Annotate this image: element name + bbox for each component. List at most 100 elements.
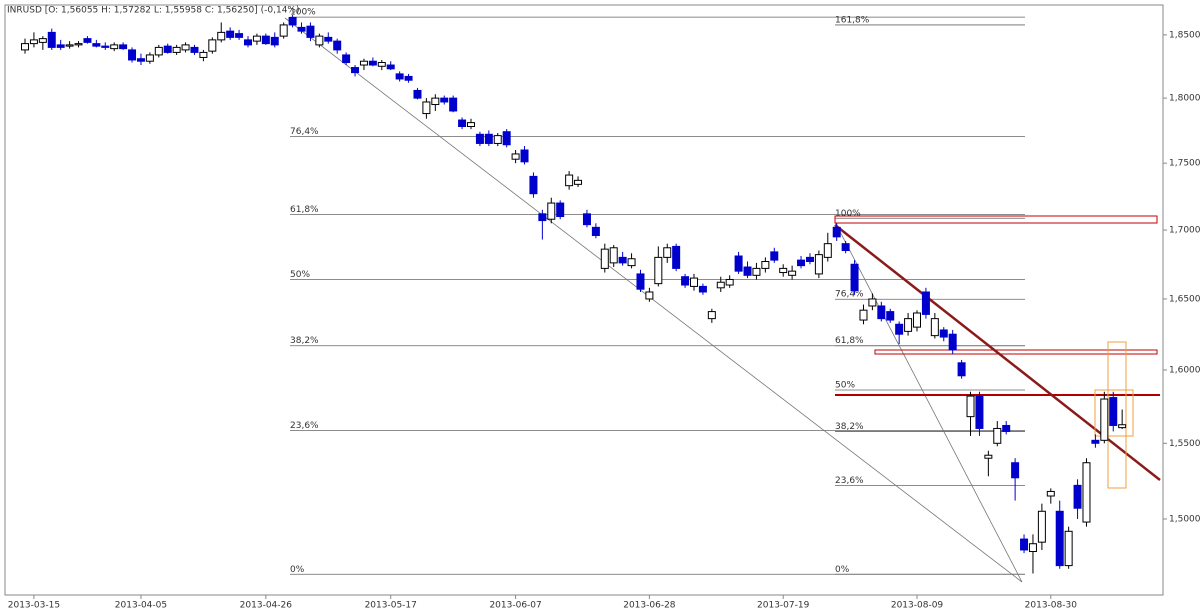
candle-body bbox=[261, 35, 270, 45]
candle-body bbox=[529, 175, 538, 195]
fib-label: 161,8% bbox=[835, 15, 870, 25]
y-tick-label: 1,55000 bbox=[1169, 439, 1200, 449]
candle-body bbox=[725, 278, 734, 286]
candle-body bbox=[975, 395, 984, 429]
candle-body bbox=[333, 40, 342, 51]
fib-label: 0% bbox=[835, 565, 850, 575]
candle-body bbox=[877, 305, 886, 320]
y-tick-label: 1,70000 bbox=[1169, 226, 1200, 236]
candle-body bbox=[582, 213, 591, 226]
candle-body bbox=[921, 291, 930, 315]
fib-label: 61,8% bbox=[290, 205, 319, 215]
candle-body bbox=[654, 256, 663, 285]
candle-body bbox=[984, 454, 993, 459]
candle-body bbox=[832, 226, 841, 238]
candle-body bbox=[707, 311, 716, 320]
fib-label: 76,4% bbox=[835, 290, 864, 300]
candle-body bbox=[743, 266, 752, 276]
candle-body bbox=[939, 329, 948, 338]
y-tick-label: 1,65000 bbox=[1169, 294, 1200, 304]
x-tick-label: 2013-06-07 bbox=[489, 601, 541, 611]
candle-body bbox=[788, 270, 797, 276]
candle-body bbox=[538, 213, 547, 222]
candle-body bbox=[56, 44, 65, 48]
candle-body bbox=[1091, 439, 1100, 444]
x-tick-label: 2013-03-15 bbox=[8, 601, 60, 611]
fib-label: 61,8% bbox=[835, 336, 864, 346]
candle-body bbox=[1109, 397, 1118, 426]
x-tick-label: 2013-04-05 bbox=[115, 601, 167, 611]
candle-body bbox=[119, 44, 128, 50]
candle-body bbox=[65, 44, 74, 47]
candle-body bbox=[235, 33, 244, 38]
zone bbox=[874, 349, 1158, 355]
candle-body bbox=[1011, 462, 1020, 479]
candle-body bbox=[618, 256, 627, 264]
candle-body bbox=[217, 31, 226, 41]
candle-body bbox=[904, 318, 913, 332]
candle-body bbox=[734, 255, 743, 272]
candle-body bbox=[868, 298, 877, 307]
x-tick-label: 2013-08-09 bbox=[891, 601, 944, 611]
candle-body bbox=[404, 75, 413, 81]
candle-body bbox=[716, 281, 725, 289]
plot-frame bbox=[4, 4, 1164, 596]
candle-body bbox=[413, 89, 422, 99]
candle-body bbox=[422, 101, 431, 115]
zone bbox=[834, 215, 1158, 224]
y-tick-label: 1,60000 bbox=[1169, 365, 1200, 375]
candle-body bbox=[342, 54, 351, 63]
candle-body bbox=[431, 97, 440, 106]
x-tick-label: 2013-08-30 bbox=[1025, 601, 1078, 611]
x-tick-label: 2013-04-26 bbox=[240, 601, 293, 611]
candle-body bbox=[83, 38, 92, 43]
chart-title: INRUSD [O: 1,56055 H: 1,57282 L: 1,55958… bbox=[7, 6, 300, 16]
candle-body bbox=[475, 133, 484, 144]
candle-body bbox=[315, 35, 324, 46]
candles bbox=[21, 14, 1127, 574]
candle-body bbox=[21, 43, 29, 51]
candle-body bbox=[805, 256, 814, 263]
candle-body bbox=[823, 243, 832, 258]
candle-body bbox=[1118, 424, 1127, 429]
candle-body bbox=[547, 202, 556, 220]
fib-label: 38,2% bbox=[290, 336, 319, 346]
candle-body bbox=[752, 267, 761, 276]
candle-body bbox=[690, 277, 698, 287]
candle-body bbox=[368, 60, 377, 66]
candle-body bbox=[386, 64, 395, 70]
candle-body bbox=[1037, 510, 1046, 543]
candle-body bbox=[324, 36, 333, 42]
candle-body bbox=[574, 179, 583, 185]
candle-body bbox=[636, 273, 645, 290]
y-tick-label: 1,80000 bbox=[1169, 94, 1200, 104]
candle-body bbox=[252, 35, 261, 42]
candle-body bbox=[565, 174, 574, 187]
candle-body bbox=[270, 36, 279, 46]
candle-body bbox=[672, 245, 681, 269]
trend-line bbox=[834, 221, 1023, 583]
candle-body bbox=[698, 285, 707, 293]
candle-body bbox=[38, 38, 47, 43]
candle-body bbox=[913, 312, 921, 328]
candle-body bbox=[511, 153, 520, 160]
candle-body bbox=[681, 276, 690, 286]
candle-body bbox=[556, 202, 565, 218]
candle-body bbox=[859, 309, 868, 321]
trend-line bbox=[284, 17, 1023, 583]
zone bbox=[1094, 389, 1134, 437]
candle-body bbox=[993, 427, 1002, 444]
candle-body bbox=[467, 122, 475, 128]
candle-body bbox=[449, 97, 458, 112]
candle-body bbox=[850, 263, 859, 292]
candle-body bbox=[1046, 490, 1055, 497]
candle-body bbox=[502, 131, 511, 146]
candle-body bbox=[1064, 530, 1073, 567]
candle-body bbox=[208, 39, 217, 52]
candle-body bbox=[359, 60, 368, 66]
candle-body bbox=[761, 261, 770, 269]
x-tick-label: 2013-06-28 bbox=[623, 601, 676, 611]
candle-body bbox=[493, 135, 502, 144]
candle-body bbox=[930, 318, 939, 337]
candle-body bbox=[244, 39, 252, 46]
